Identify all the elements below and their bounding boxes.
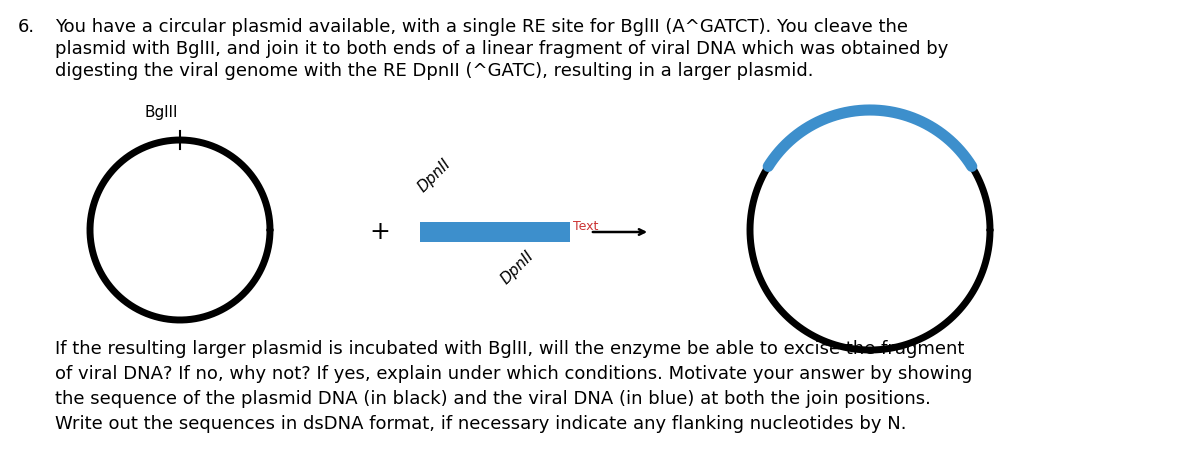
Text: digesting the viral genome with the RE DpnII (^GATC), resulting in a larger plas: digesting the viral genome with the RE D… [55, 62, 814, 80]
Text: the sequence of the plasmid DNA (in black) and the viral DNA (in blue) at both t: the sequence of the plasmid DNA (in blac… [55, 390, 931, 408]
Text: DpnII: DpnII [415, 156, 454, 195]
Text: +: + [370, 220, 390, 244]
Text: If the resulting larger plasmid is incubated with BglII, will the enzyme be able: If the resulting larger plasmid is incub… [55, 340, 965, 358]
Text: You have a circular plasmid available, with a single RE site for BglII (A^GATCT): You have a circular plasmid available, w… [55, 18, 908, 36]
Text: plasmid with BglII, and join it to both ends of a linear fragment of viral DNA w: plasmid with BglII, and join it to both … [55, 40, 948, 58]
Text: Write out the sequences in dsDNA format, if necessary indicate any flanking nucl: Write out the sequences in dsDNA format,… [55, 415, 906, 433]
Text: of viral DNA? If no, why not? If yes, explain under which conditions. Motivate y: of viral DNA? If no, why not? If yes, ex… [55, 365, 972, 383]
Text: DpnII: DpnII [498, 248, 536, 287]
Text: BglII: BglII [145, 105, 179, 120]
Text: 6.: 6. [18, 18, 35, 36]
Text: Text: Text [574, 219, 599, 233]
Bar [420, 222, 570, 242]
